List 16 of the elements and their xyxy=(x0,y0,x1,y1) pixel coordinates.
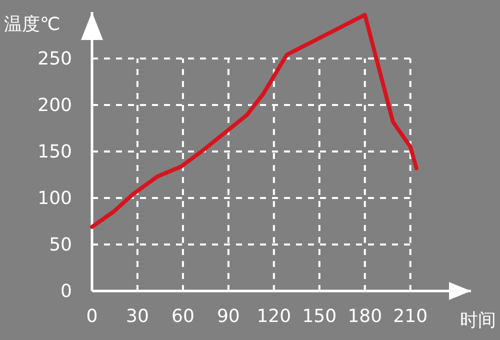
x-tick-label: 30 xyxy=(126,306,149,327)
x-tick-label: 90 xyxy=(216,306,240,327)
x-tick-label: 60 xyxy=(172,306,194,327)
y-tick-label: 100 xyxy=(38,188,72,209)
x-tick-label: 180 xyxy=(348,306,382,327)
y-tick-label: 150 xyxy=(38,142,72,162)
y-tick-label: 50 xyxy=(49,234,72,256)
x-tick-label: 120 xyxy=(256,306,292,327)
x-tick-label: 210 xyxy=(393,306,428,327)
x-tick-label: 0 xyxy=(86,306,98,327)
y-tick-label: 200 xyxy=(38,95,72,116)
y-axis-title: 温度℃ xyxy=(4,14,60,35)
y-tick-label: 250 xyxy=(38,48,72,70)
x-axis-title: 时间 xyxy=(460,310,496,331)
x-tick-label: 150 xyxy=(302,306,337,327)
y-tick-label: 0 xyxy=(60,281,72,302)
